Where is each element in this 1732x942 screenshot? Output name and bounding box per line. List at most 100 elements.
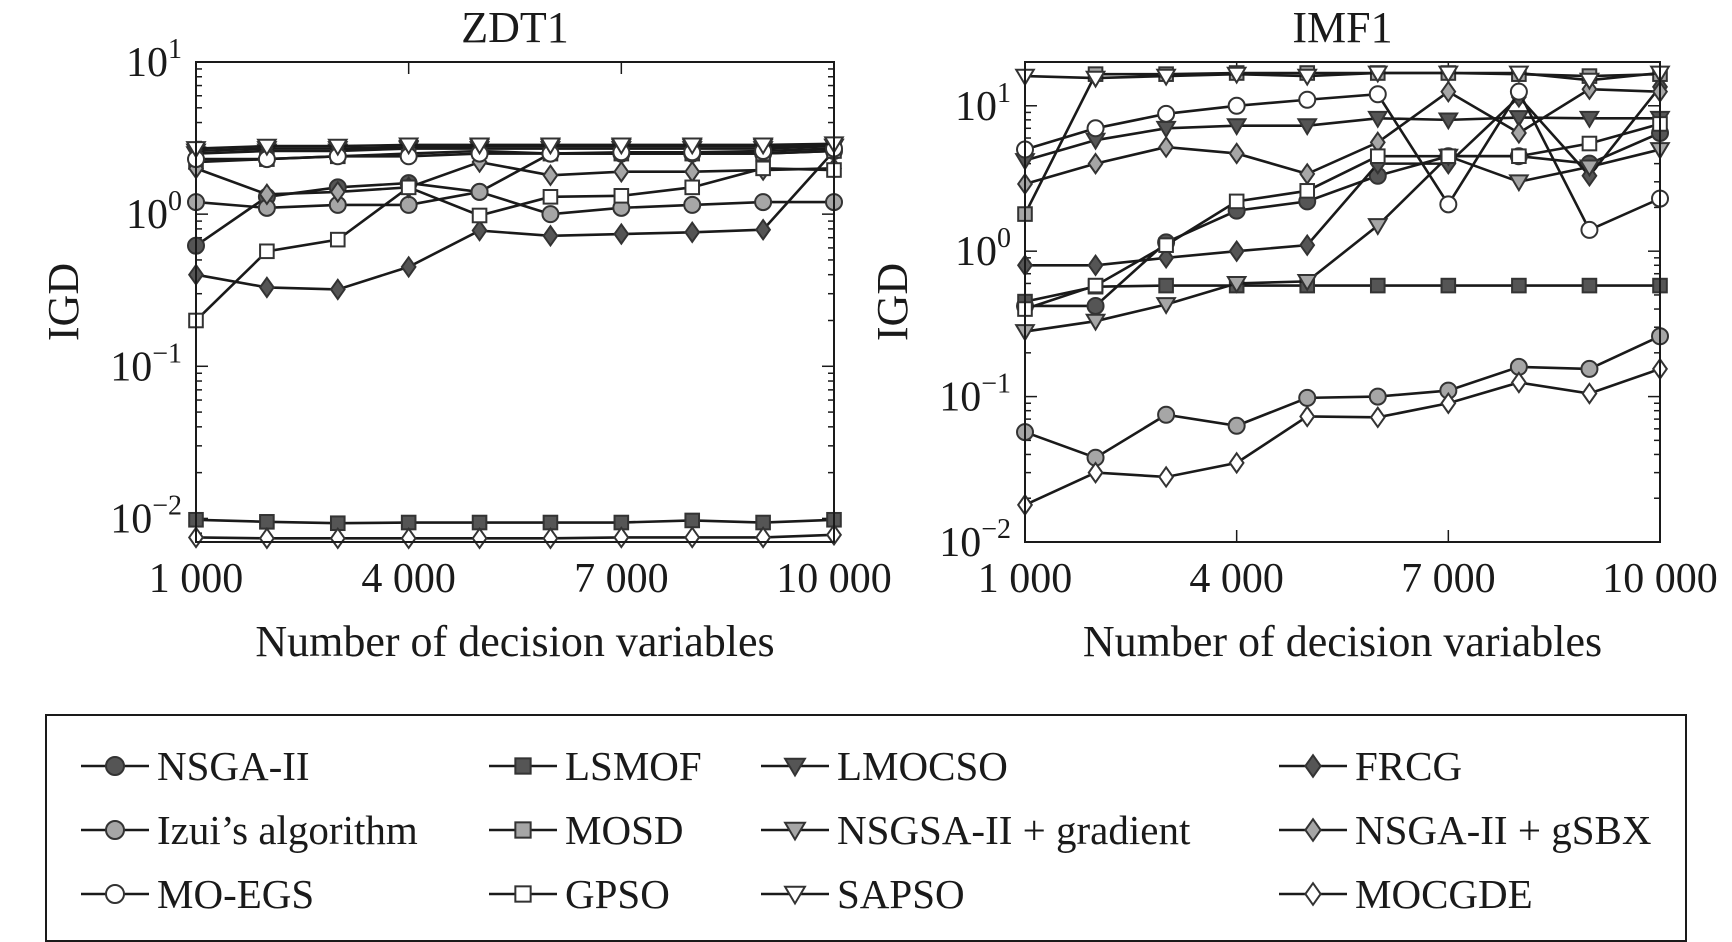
legend-label: Izui’s algorithm — [157, 807, 418, 853]
data-point — [1228, 142, 1245, 165]
x-tick-label: 10 000 — [776, 556, 892, 602]
data-point — [1157, 104, 1176, 123]
series-frcg — [1016, 75, 1669, 277]
data-point — [1086, 119, 1105, 138]
series-nsgsa-ii-gradient — [1014, 142, 1671, 342]
y-axis-label: IGD — [39, 263, 88, 341]
y-tick-label: 10−1 — [939, 369, 1011, 421]
series-line — [195, 144, 835, 155]
legend-label: MO-EGS — [157, 871, 315, 917]
data-point — [1367, 218, 1389, 236]
series-line — [195, 190, 834, 216]
legend-label: NSGSA-II + gradient — [837, 807, 1191, 853]
legend-label: LSMOF — [565, 743, 702, 789]
data-point — [1158, 135, 1175, 159]
y-tick-base: 10 — [939, 375, 981, 421]
series-line — [1023, 71, 1661, 215]
series-line — [195, 518, 835, 525]
legend-marker — [514, 821, 532, 839]
data-point — [1299, 233, 1316, 257]
data-point — [1298, 90, 1317, 109]
data-point — [258, 526, 275, 550]
legend-marker — [1304, 881, 1322, 907]
series-lsmof — [1017, 277, 1668, 310]
y-tick-exponent: −2 — [981, 514, 1011, 545]
data-point — [1508, 110, 1530, 128]
legend-entry-lmocso: LMOCSO — [759, 736, 1008, 796]
data-point — [471, 207, 488, 224]
legend-entry-mosd: MOSD — [487, 800, 683, 860]
series-sapso — [1014, 65, 1671, 91]
y-tick-exponent: −2 — [152, 490, 182, 521]
data-point — [1298, 388, 1317, 407]
data-point — [1228, 239, 1245, 263]
y-tick-base: 10 — [939, 520, 981, 566]
series-mo-egs — [1016, 82, 1669, 239]
legend-swatch — [489, 821, 557, 839]
y-tick-exponent: 1 — [997, 78, 1011, 109]
data-point — [1509, 82, 1528, 101]
y-tick-label: 101 — [955, 78, 1011, 130]
data-point — [471, 219, 488, 242]
data-point — [470, 182, 489, 201]
legend-entry-nsga-ii-gsbx: NSGA-II + gSBX — [1277, 800, 1651, 860]
legend-swatch — [761, 821, 829, 842]
legend-swatch — [1279, 753, 1347, 779]
series-line — [195, 167, 835, 322]
legend-entry-mocgde: MOCGDE — [1277, 864, 1533, 924]
data-point — [1158, 465, 1175, 489]
plot-frame — [1024, 61, 1661, 543]
legend-swatch — [81, 756, 149, 776]
series-mosd — [1017, 65, 1668, 222]
data-point — [1087, 461, 1104, 484]
data-point — [542, 224, 559, 248]
data-point — [1299, 162, 1316, 186]
legend-entry-mo-egs: MO-EGS — [79, 864, 314, 924]
data-point — [471, 526, 488, 550]
series-line — [1025, 86, 1662, 267]
data-point — [1581, 277, 1598, 294]
data-point — [683, 195, 702, 214]
data-point — [681, 137, 703, 156]
legend-entry-izui-s-algorithm: Izui’s algorithm — [79, 800, 418, 860]
x-axis-label: Number of decision variables — [255, 617, 774, 666]
data-point — [1227, 416, 1246, 435]
series-nsga-ii-gsbx — [187, 150, 843, 206]
series-izui-s-algorithm — [1016, 327, 1669, 467]
data-point — [613, 526, 630, 549]
series-line — [1024, 335, 1661, 460]
data-point — [1581, 135, 1598, 152]
data-point — [752, 137, 774, 156]
series-sapso — [185, 136, 845, 159]
data-point — [1580, 220, 1599, 239]
legend-swatch — [1279, 817, 1347, 843]
y-tick-label: 100 — [126, 186, 182, 238]
y-tick-base: 10 — [110, 344, 152, 390]
data-point — [1226, 66, 1248, 85]
data-point — [1437, 112, 1459, 131]
legend-swatch — [489, 885, 557, 903]
legend-marker — [783, 757, 807, 778]
series-line — [1024, 122, 1661, 311]
legend-swatch — [81, 820, 149, 840]
legend-marker — [105, 820, 125, 840]
data-point — [1369, 406, 1386, 429]
series-frcg — [187, 139, 843, 301]
y-tick-label: 10−2 — [939, 514, 1011, 566]
legend-label: FRCG — [1355, 743, 1463, 789]
data-point — [258, 182, 275, 206]
data-point — [1087, 277, 1104, 294]
data-point — [1439, 195, 1458, 214]
series-line — [1024, 148, 1661, 333]
data-point — [259, 243, 275, 260]
legend-swatch — [1279, 881, 1347, 907]
x-tick-label: 1 000 — [149, 556, 244, 602]
data-point — [1086, 296, 1105, 315]
legend-marker — [783, 885, 807, 906]
series-mocgde — [187, 523, 843, 550]
data-point — [684, 220, 701, 244]
series-line — [195, 533, 835, 540]
series-line — [195, 150, 835, 291]
data-point — [613, 222, 630, 246]
